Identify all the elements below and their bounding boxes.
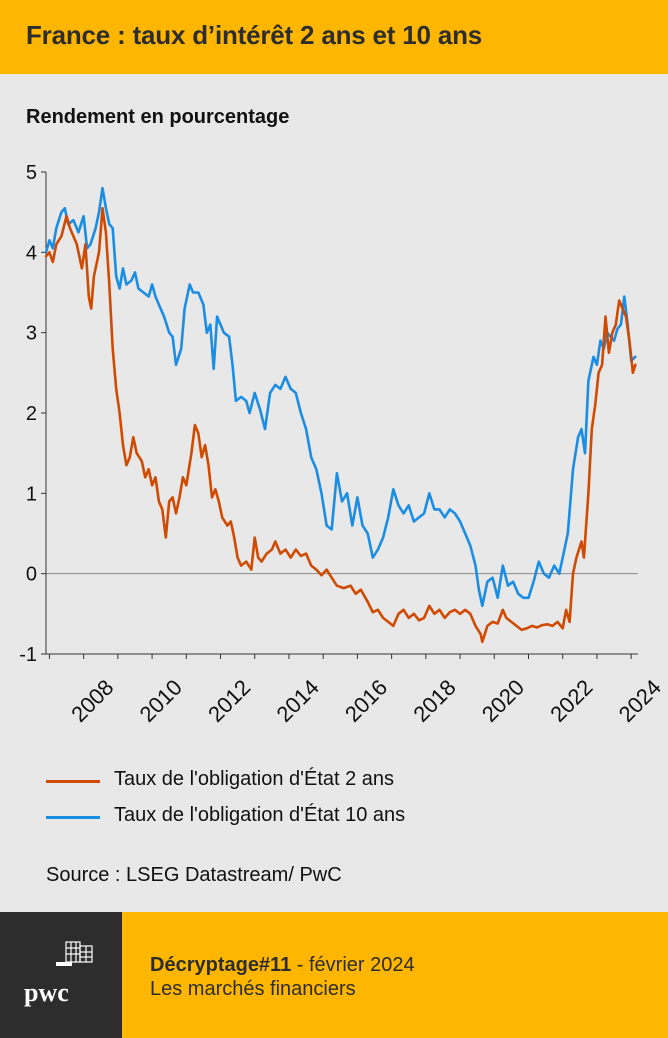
series-line-2-ans: [44, 206, 637, 644]
x-tick-label: 2020: [477, 675, 529, 727]
footer-title-date: - février 2024: [291, 954, 415, 976]
legend-swatch-10-ans: [46, 816, 100, 819]
y-tick-label: 3: [26, 323, 37, 345]
y-axis-label: Rendement en pourcentage: [26, 106, 290, 128]
x-tick-label: 2008: [66, 675, 118, 727]
series-line-10-ans: [44, 186, 637, 608]
x-tick-label: 2016: [340, 675, 392, 727]
x-tick-label: 2012: [203, 675, 255, 727]
legend-swatch-2-ans: [46, 780, 100, 783]
legend-label-10-ans: Taux de l'obligation d'État 10 ans: [114, 804, 406, 826]
pwc-logo-icon: [56, 941, 93, 966]
pwc-logo-text: pwc: [24, 978, 69, 1007]
footer-banner: Décryptage#11 - février 2024 Les marchés…: [122, 912, 668, 1038]
line-chart: -1 0 1 2 3 4 5 2008 2010 2012 2014 2016 2018 2020 2022…: [19, 162, 666, 727]
footer-logo-panel: pwc: [0, 912, 122, 1038]
y-tick-label: 5: [26, 162, 37, 184]
y-tick-label: 1: [26, 483, 37, 505]
y-tick-label: 4: [26, 242, 37, 264]
page-title: France : taux d’intérêt 2 ans et 10 ans: [26, 20, 483, 50]
footer-subtitle: Les marchés financiers: [150, 978, 356, 1000]
chart-series: [44, 186, 637, 644]
footer-title-issue: Décryptage#11: [150, 954, 292, 976]
x-tick-label: 2022: [545, 675, 597, 727]
source-note: Source : LSEG Datastream/ PwC: [46, 864, 342, 886]
x-tick-label: 2018: [408, 675, 460, 727]
y-tick-label: -1: [19, 644, 37, 666]
chart-tick-labels: -1 0 1 2 3 4 5 2008 2010 2012 2014 2016 2018 2020 2022…: [19, 162, 666, 727]
x-tick-label: 2014: [272, 675, 324, 727]
footer-title: Décryptage#11 - février 2024: [150, 954, 415, 977]
x-tick-label: 2024: [614, 675, 666, 727]
legend-label-2-ans: Taux de l'obligation d'État 2 ans: [114, 768, 395, 790]
y-tick-label: 2: [26, 403, 37, 425]
title-banner: France : taux d’intérêt 2 ans et 10 ans: [0, 0, 668, 74]
y-tick-label: 0: [26, 564, 37, 586]
x-tick-label: 2010: [135, 675, 187, 727]
